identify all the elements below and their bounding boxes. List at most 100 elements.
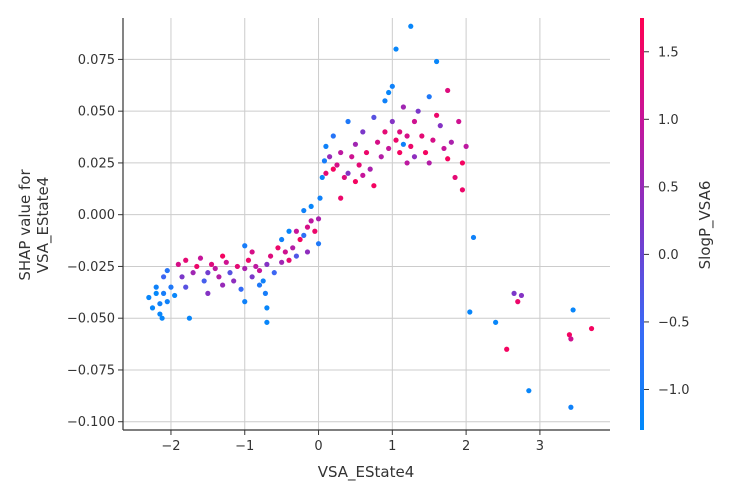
scatter-point [275,245,281,251]
scatter-point [433,112,440,118]
scatter-point [338,195,344,201]
scatter-point [327,154,333,160]
scatter-point [393,137,399,143]
scatter-point [433,58,440,65]
colorbar-tick-label: −0.5 [658,315,690,330]
scatter-point [220,253,226,259]
scatter-point [164,299,170,305]
y-axis-label-line2: VSA_EState4 [34,177,53,274]
scatter-point [363,149,370,156]
colorbar-label: SlogP_VSA6 [696,181,715,270]
scatter-point [153,284,159,290]
scatter-point [393,46,399,52]
scatter-point [208,261,215,267]
scatter-point [456,118,462,125]
scatter-point [301,232,307,238]
scatter-point [386,89,392,96]
scatter-point [149,305,156,311]
scatter-point [515,299,521,305]
y-tick-label: −0.075 [67,363,115,378]
scatter-point [341,174,347,181]
scatter-point [389,83,395,89]
scatter-point [352,141,359,147]
colorbar-ticks: −1.0 −0.5 0.0 0.5 1.0 1.5 [644,45,690,398]
scatter-point [430,137,436,143]
y-tick-label: 0.050 [78,105,115,120]
colorbar-gradient [640,18,644,430]
scatter-point [183,257,189,263]
scatter-point [256,267,263,274]
scatter-point [397,129,403,135]
scatter-point [493,319,499,325]
scatter-point [264,261,270,267]
x-ticks: −2 −1 0 1 2 3 [161,430,544,454]
scatter-point [426,94,432,100]
scatter-point [249,249,255,255]
scatter-point [367,166,373,172]
scatter-point [389,118,395,125]
scatter-point [153,290,159,296]
scatter-point [264,319,270,325]
scatter-point [419,133,425,139]
y-tick-label: −0.025 [67,260,115,275]
scatter-point [448,139,454,145]
scatter-point [511,290,517,296]
scatter-point [267,253,274,259]
scatter-point [168,284,174,290]
x-tick-label: −1 [235,439,254,454]
scatter-point [463,143,469,149]
scatter-point [330,133,336,139]
colorbar-tick-label: 0.0 [658,248,679,263]
scatter-point [321,158,328,164]
scatter-point [415,108,421,114]
scatter-point [349,154,355,160]
scatter-point [382,129,388,135]
scatter-point [400,104,406,110]
scatter-point [262,290,269,296]
scatter-point [175,261,181,267]
scatter-point [360,129,366,135]
scatter-point [249,274,255,280]
colorbar-tick-label: −1.0 [658,383,690,398]
scatter-point [459,160,466,166]
scatter-point [371,183,377,189]
scatter-point [172,292,178,299]
scatter-point [411,154,418,160]
scatter-point [216,274,222,280]
scatter-point [160,290,167,296]
scatter-point [197,255,204,261]
scatter-point [386,145,392,152]
scatter-point [441,145,447,152]
scatter-point [245,257,252,263]
axes [122,18,610,431]
scatter-point [227,270,233,276]
scatter-point [445,87,451,94]
scatter-point [504,346,510,352]
y-axis-label-line1: SHAP value for [16,169,34,281]
x-tick-label: 0 [314,439,322,454]
scatter-point [459,187,466,193]
y-tick-label: 0.075 [78,53,115,68]
colorbar-tick-label: 0.5 [658,180,679,195]
scatter-point [467,309,473,315]
scatter-point [146,294,152,301]
scatter-point [330,166,336,172]
scatter-point [371,114,377,120]
scatter-point [157,301,163,307]
scatter-point [253,263,259,270]
scatter-point [279,259,285,265]
x-tick-label: 2 [462,439,470,454]
scatter-point [297,236,303,243]
scatter-point [260,278,266,284]
scatter-point [426,160,432,166]
scatter-point [317,195,323,201]
scatter-point [186,315,193,321]
x-tick-label: 1 [388,439,396,454]
scatter-point [378,154,384,160]
scatter-point [568,404,574,410]
scatter-point [315,241,322,247]
scatter-point [301,207,307,214]
scatter-point [400,141,406,147]
